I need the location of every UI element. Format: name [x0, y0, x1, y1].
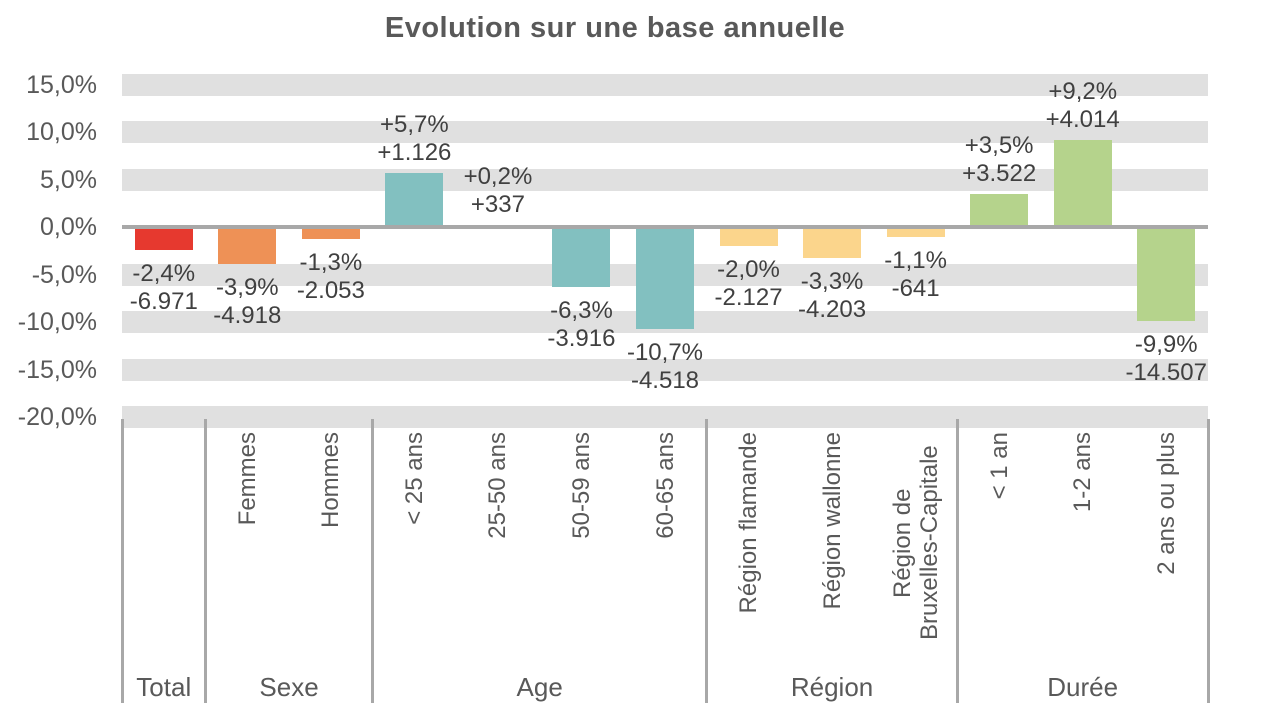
- category-label-25-ans: < 25 ans: [400, 432, 428, 525]
- category-label-region-wallonne: Région wallonne: [818, 432, 846, 610]
- category-label-hommes: Hommes: [317, 432, 345, 529]
- category-label-1-an: < 1 an: [985, 432, 1013, 500]
- category-label-25-50-ans: 25-50 ans: [484, 432, 512, 539]
- group-label-duree: Durée: [1047, 672, 1119, 702]
- bar-pct-label: +5,7%: [380, 110, 449, 138]
- zero-axis-line: [122, 225, 1208, 229]
- bar-abs-label: -2.053: [296, 277, 365, 305]
- bar-label-2-ans-ou-plus: -9,9% -14.507: [1091, 331, 1241, 387]
- y-axis-label: -5,0%: [31, 260, 97, 289]
- bar-abs-label: -6.971: [129, 287, 198, 315]
- bar-femmes: [218, 227, 277, 265]
- y-axis-label: -10,0%: [17, 308, 97, 336]
- bar-label-1-an: +3,5% +3.522: [924, 132, 1074, 188]
- bar-label-25-ans: +5,7% +1.126: [339, 111, 489, 167]
- bar-abs-label: -3.916: [547, 324, 616, 352]
- bar-60-65-ans: [636, 227, 694, 329]
- group-divider: [120, 419, 124, 703]
- bar-abs-label: +1.126: [377, 138, 452, 166]
- bar-pct-label: -1,1%: [884, 247, 947, 275]
- bar-abs-label: -4.518: [630, 366, 700, 394]
- group-divider: [955, 419, 959, 703]
- grid-band: [122, 73, 1208, 96]
- y-axis-label: -20,0%: [17, 403, 97, 431]
- bar-label-total: -2,4% -6.971: [89, 260, 239, 316]
- bar-1-2-ans: [1053, 139, 1112, 227]
- bar-abs-label: -4.918: [213, 302, 282, 330]
- bar-total: [134, 227, 193, 250]
- bar-abs-label: -14.507: [1125, 359, 1207, 387]
- y-axis-label: 0,0%: [40, 213, 97, 241]
- bar-abs-label: -641: [891, 275, 940, 303]
- group-label-region: Région: [790, 672, 874, 702]
- group-label-age: Age: [516, 672, 563, 702]
- group-divider: [705, 419, 709, 703]
- grid-band: [122, 358, 1208, 381]
- bar-abs-label: +337: [470, 191, 525, 219]
- bar-pct-label: +0,2%: [463, 163, 533, 191]
- group-label-sexe: Sexe: [259, 672, 319, 702]
- bar-label-femmes: -3,9% -4.918: [172, 274, 322, 330]
- y-axis-label: 15,0%: [26, 70, 97, 99]
- bar-region-flamande: [719, 227, 778, 246]
- bar-label-region-wallonne: -3,3% -4.203: [757, 268, 907, 324]
- bar-label-region-de-bruxelles-capitale: -1,1% -641: [841, 247, 991, 303]
- bar-hommes: [301, 227, 360, 240]
- bar-abs-label: +3.522: [962, 159, 1037, 187]
- bar-1-an: [970, 193, 1029, 227]
- category-label-2-ans-ou-plus: 2 ans ou plus: [1152, 432, 1180, 575]
- bar-label-50-59-ans: -6,3% -3.916: [506, 297, 656, 353]
- bar-25-ans: [385, 172, 444, 227]
- group-divider: [1206, 419, 1210, 703]
- bar-region-de-bruxelles-capitale: [886, 227, 945, 238]
- bar-pct-label: -3,9%: [215, 274, 279, 302]
- bar-label-25-50-ans: +0,2% +337: [423, 163, 573, 219]
- bar-pct-label: -6,3%: [550, 296, 613, 324]
- category-label-region-flamande: Région flamande: [735, 432, 763, 614]
- bar-pct-label: -3,3%: [800, 268, 864, 296]
- group-divider: [204, 419, 208, 703]
- bar-label-1-2-ans: +9,2% +4.014: [1008, 78, 1158, 134]
- category-label-60-65-ans: 60-65 ans: [651, 432, 679, 539]
- bar-2-ans-ou-plus: [1137, 227, 1196, 322]
- bar-pct-label: -10,7%: [626, 338, 704, 366]
- group-label-total: Total: [136, 672, 192, 702]
- chart-title: Evolution sur une base annuelle: [384, 12, 846, 44]
- y-axis-label: -15,0%: [17, 355, 97, 384]
- bar-label-60-65-ans: -10,7% -4.518: [590, 339, 740, 395]
- y-axis-label: 5,0%: [40, 165, 97, 194]
- bar-pct-label: -9,9%: [1134, 331, 1198, 359]
- bar-50-59-ans: [552, 227, 611, 287]
- category-label-femmes: Femmes: [233, 432, 261, 526]
- bar-abs-label: -2.127: [714, 284, 783, 311]
- grid-band: [122, 121, 1208, 143]
- bar-pct-label: +3,5%: [964, 131, 1034, 159]
- grid-band: [122, 406, 1208, 428]
- category-label-1-2-ans: 1-2 ans: [1069, 432, 1097, 513]
- bar-label-region-flamande: -2,0% -2.127: [674, 256, 824, 312]
- bar-pct-label: +9,2%: [1048, 77, 1118, 105]
- bar-pct-label: -2,4%: [132, 259, 196, 287]
- bar-pct-label: -1,3%: [299, 249, 363, 277]
- group-divider: [371, 419, 375, 703]
- bar-abs-label: +4.014: [1045, 105, 1120, 133]
- bar-pct-label: -2,0%: [717, 256, 780, 283]
- y-axis-label: 10,0%: [26, 118, 97, 146]
- bar-region-wallonne: [803, 227, 862, 259]
- bar-label-hommes: -1,3% -2.053: [256, 249, 406, 305]
- category-label-50-59-ans: 50-59 ans: [567, 432, 595, 539]
- bar-abs-label: -4.203: [798, 296, 867, 324]
- category-label-region-de-bruxelles-capitale: Région de Bruxelles-Capitale: [888, 445, 943, 641]
